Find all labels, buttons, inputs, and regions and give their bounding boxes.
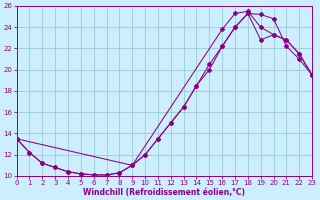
- X-axis label: Windchill (Refroidissement éolien,°C): Windchill (Refroidissement éolien,°C): [84, 188, 245, 197]
